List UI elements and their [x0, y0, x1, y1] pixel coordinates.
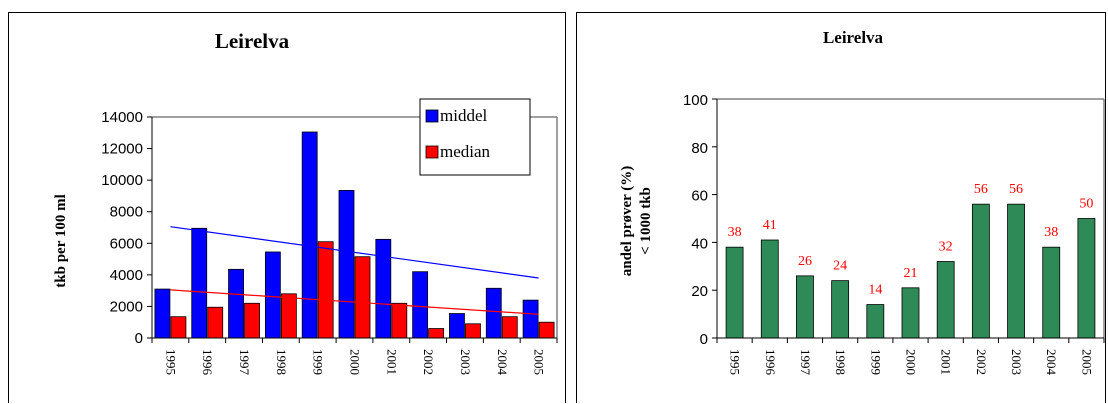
bar-median-2000 — [354, 256, 371, 339]
bar-middel-1995 — [154, 288, 171, 339]
y-tick-label-0: 0 — [135, 330, 143, 347]
bar-middel-2003 — [449, 313, 465, 339]
bar-median-2001 — [391, 302, 408, 339]
y-tick-label-60: 60 — [691, 188, 708, 205]
bar-median-1999 — [317, 241, 334, 339]
bar-andel-1996 — [760, 239, 779, 339]
y-tick-label-14000: 14000 — [101, 109, 143, 126]
x-tick-label-1996: 1996 — [200, 349, 215, 376]
x-tick-label-2000: 2000 — [348, 349, 363, 375]
chart-right-title: Leirelva — [823, 28, 884, 47]
data-label-2005: 50 — [1079, 197, 1093, 212]
bar-median-1995 — [170, 316, 187, 339]
bar-middel-2001 — [375, 238, 392, 339]
chart-left-plot-area: 0 2000 4000 6000 8000 10000 12000 14000 1995 1996… — [101, 109, 558, 376]
x-tick-label-2003: 2003 — [458, 349, 473, 375]
chart-panel-right: Leirelva andel prøver (%) < 1000 tkb 38 4… — [576, 12, 1106, 403]
chart-left-legend: middel median — [419, 98, 531, 176]
legend-swatch-median — [425, 145, 439, 159]
trendline-middel — [170, 226, 539, 279]
data-label-1998: 24 — [833, 259, 847, 274]
chart-right: Leirelva andel prøver (%) < 1000 tkb 38 4… — [619, 28, 1105, 376]
data-label-1999: 14 — [868, 283, 882, 298]
y-tick-label-2000: 2000 — [110, 298, 143, 315]
bar-middel-2005 — [522, 299, 539, 339]
y-tick-label-10000: 10000 — [101, 172, 143, 189]
data-label-2002: 56 — [974, 182, 988, 197]
x-tick-label-2000: 2000 — [904, 349, 919, 375]
bar-middel-2000 — [338, 190, 355, 339]
bar-median-1998 — [280, 293, 297, 339]
bar-andel-2001 — [936, 261, 955, 339]
bar-middel-1997 — [228, 268, 244, 339]
x-tick-label-2004: 2004 — [495, 349, 510, 376]
bar-median-2004 — [501, 316, 518, 339]
bar-andel-2003 — [1007, 203, 1025, 339]
x-tick-label-2002: 2002 — [421, 349, 436, 375]
data-label-2003: 56 — [1009, 182, 1023, 197]
legend-label-middel: middel — [440, 106, 487, 125]
data-label-2004: 38 — [1044, 225, 1058, 240]
chart-right-plot-area: 38 41 26 24 14 21 32 56 56 38 50 0 20 40 60 80 100 1995 19… — [683, 92, 1105, 376]
bar-andel-2000 — [901, 287, 920, 339]
chart-left-title: Leirelva — [215, 29, 290, 53]
legend-label-median: median — [440, 142, 491, 161]
bar-middel-2004 — [485, 287, 502, 339]
bar-middel-1999 — [301, 131, 318, 339]
x-tick-label-1995: 1995 — [728, 349, 743, 375]
y-tick-label-12000: 12000 — [101, 141, 143, 158]
y-tick-label-8000: 8000 — [110, 204, 143, 221]
chart-left: Leirelva tkb per 100 ml 0 2000 4000 6000 800… — [53, 29, 558, 376]
bar-median-1996 — [207, 306, 224, 339]
bar-median-2003 — [465, 323, 481, 339]
y-tick-label-20: 20 — [691, 283, 708, 300]
x-tick-label-2001: 2001 — [384, 349, 399, 375]
x-tick-label-2005: 2005 — [1079, 349, 1094, 375]
bar-andel-1998 — [831, 280, 850, 339]
bar-median-1997 — [244, 302, 260, 339]
bar-andel-2004 — [1042, 246, 1061, 339]
trendline-median — [170, 289, 539, 315]
y-tick-label-4000: 4000 — [110, 267, 143, 284]
legend-swatch-middel — [425, 109, 439, 123]
data-label-1997: 26 — [798, 254, 812, 269]
bar-middel-1996 — [191, 227, 208, 339]
x-tick-label-1997: 1997 — [798, 349, 813, 376]
x-tick-label-2001: 2001 — [939, 349, 954, 375]
chart-right-ylabel: andel prøver (%) — [619, 166, 635, 277]
bar-andel-1997 — [796, 275, 814, 339]
x-tick-label-1998: 1998 — [274, 349, 289, 375]
y-tick-label-40: 40 — [691, 235, 708, 252]
x-tick-label-1996: 1996 — [763, 349, 778, 376]
bar-andel-2005 — [1077, 218, 1096, 339]
y-tick-label-80: 80 — [691, 140, 708, 157]
bar-andel-1995 — [725, 246, 744, 339]
x-tick-label-1995: 1995 — [163, 349, 178, 375]
x-tick-label-1998: 1998 — [833, 349, 848, 375]
x-tick-label-1999: 1999 — [868, 349, 883, 375]
bar-middel-1998 — [264, 251, 281, 339]
x-tick-label-1997: 1997 — [237, 349, 252, 376]
x-tick-label-2004: 2004 — [1044, 349, 1059, 376]
data-label-2000: 21 — [904, 266, 918, 281]
y-tick-label-6000: 6000 — [110, 235, 143, 252]
y-tick-label-0: 0 — [700, 331, 708, 348]
bar-median-2005 — [538, 321, 555, 339]
bar-middel-2002 — [412, 271, 429, 339]
x-tick-label-2005: 2005 — [532, 349, 547, 375]
bar-andel-1999 — [866, 304, 885, 339]
chart-right-ylabel-2: < 1000 tkb — [638, 187, 654, 255]
y-tick-label-100: 100 — [683, 92, 708, 109]
data-label-2001: 32 — [939, 240, 953, 255]
chart-left-ylabel: tkb per 100 ml — [53, 194, 69, 287]
x-tick-label-1999: 1999 — [311, 349, 326, 375]
x-tick-label-2003: 2003 — [1009, 349, 1024, 375]
chart-panel-left: Leirelva tkb per 100 ml 0 2000 4000 6000 800… — [8, 12, 566, 403]
data-label-1995: 38 — [728, 225, 742, 240]
bar-median-2002 — [428, 328, 445, 339]
data-label-1996: 41 — [763, 218, 777, 233]
x-tick-label-2002: 2002 — [974, 349, 989, 375]
bar-andel-2002 — [971, 203, 990, 339]
